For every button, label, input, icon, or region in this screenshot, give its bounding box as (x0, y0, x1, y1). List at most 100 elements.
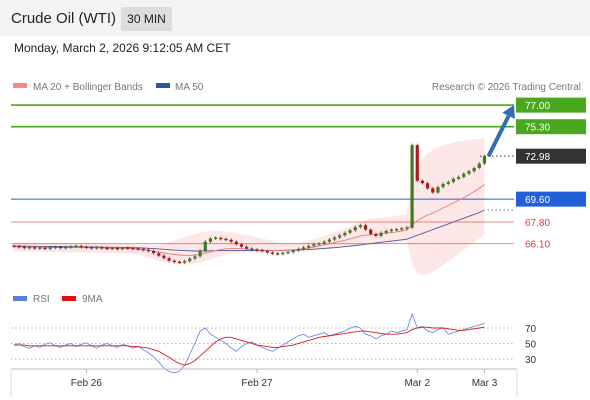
instrument-title: Crude Oil (WTI) (11, 10, 116, 27)
x-tick-label: Feb 26 (71, 378, 103, 389)
candle-body (183, 261, 187, 263)
copyright-credit: Research © 2026 Trading Central (432, 82, 581, 93)
candle-body (457, 176, 461, 179)
ma20-legend-label: MA 20 + Bollinger Bands (33, 82, 143, 93)
candle-body (332, 237, 337, 240)
candle-body (17, 246, 21, 248)
price-panel: 77.00 75.30 72.98 69.60 67.80 66.10 (11, 97, 586, 276)
candle-body (394, 228, 399, 231)
candle-body (229, 239, 233, 242)
candle-body (167, 258, 171, 261)
timestamp: Monday, March 2, 2026 9:12:05 AM CET (14, 41, 231, 55)
candle-body (338, 235, 342, 238)
candle-body (410, 145, 414, 228)
candle-body (446, 181, 450, 184)
candle-body (441, 183, 445, 188)
x-tick-label: Feb 27 (241, 378, 273, 389)
candle-body (188, 258, 192, 262)
candle-body (255, 249, 259, 251)
candle-body (270, 252, 275, 254)
candle-body (281, 252, 285, 255)
interval-button[interactable]: 30 MIN (121, 7, 172, 31)
rsi-tick-label-30: 30 (525, 355, 537, 366)
candle-body (157, 253, 161, 256)
candle-body (89, 247, 94, 249)
candle-body (379, 232, 383, 236)
ma50-line (14, 209, 485, 252)
resistance-label-1: 75.30 (525, 123, 550, 134)
rsi-ma-legend-swatch (62, 296, 76, 301)
candle-body (369, 229, 373, 235)
candle-body (224, 238, 228, 241)
candle-body (265, 250, 269, 253)
candle-body (389, 229, 394, 232)
candle-body (100, 247, 104, 249)
rsi-legend-label: RSI (33, 294, 50, 305)
candle-body (353, 227, 357, 231)
candle-body (276, 253, 280, 255)
candle-body (405, 227, 409, 229)
candle-body (84, 246, 88, 248)
candle-body (426, 183, 430, 189)
candle-body (245, 246, 249, 249)
rsi-tick-label-70: 70 (525, 324, 537, 335)
candle-body (198, 250, 202, 257)
candle-body (467, 171, 471, 174)
last-price-label-box (516, 148, 586, 164)
candle-body (477, 163, 481, 168)
resistance-label-0: 77.00 (525, 101, 550, 112)
rsi-ma-line (14, 326, 485, 366)
candle-body (296, 248, 300, 251)
candle-body (214, 237, 218, 239)
x-axis: Feb 26 Feb 27 Mar 2 Mar 3 (71, 369, 498, 389)
candle-body (322, 241, 326, 244)
rsi-legend-swatch (13, 296, 27, 301)
candle-body (420, 180, 425, 184)
candle-body (115, 247, 119, 250)
candle-body (312, 244, 316, 246)
candle-body (69, 246, 73, 248)
candle-body (141, 248, 145, 251)
candle-body (343, 232, 347, 236)
last-price-label: 72.98 (525, 152, 550, 163)
candle-body (363, 225, 368, 230)
candle-body (374, 234, 378, 236)
ma50-legend-swatch (156, 83, 170, 88)
ma50-legend-label: MA 50 (175, 82, 204, 93)
candle-body (172, 260, 176, 263)
candle-body (22, 246, 26, 249)
candle-body (462, 173, 466, 177)
candle-body (472, 167, 476, 172)
candle-body (38, 247, 42, 249)
x-tick-label: Mar 2 (404, 378, 430, 389)
candle-body (53, 246, 57, 249)
ma20-legend-swatch (13, 83, 27, 88)
candle-body (203, 241, 207, 251)
candle-body (48, 247, 52, 249)
candle-body (400, 228, 404, 230)
candle-body (146, 249, 151, 252)
candle-body (12, 245, 16, 247)
support-label-4: 67.80 (525, 218, 550, 229)
candle-body (27, 246, 32, 249)
candle-body (307, 245, 311, 248)
x-tick-label: Mar 3 (472, 378, 498, 389)
candle-body (327, 239, 331, 242)
candle-body (162, 255, 166, 259)
rsi-line (13, 312, 485, 374)
candle-body (317, 243, 321, 245)
candle-body (358, 225, 362, 228)
bollinger-band-area (14, 137, 485, 276)
candle-body (131, 247, 135, 250)
rsi-tick-label-50: 50 (525, 340, 537, 351)
candle-body (193, 256, 197, 259)
candle-body (431, 188, 435, 193)
candle-body (301, 247, 306, 249)
candle-body (208, 238, 213, 242)
candle-body (286, 251, 290, 254)
candle-body (415, 145, 419, 181)
resistance-label-box-0 (516, 97, 586, 113)
candle-body (234, 241, 238, 245)
candle-body (291, 250, 295, 253)
forecast-arrow-shaft (486, 114, 511, 158)
